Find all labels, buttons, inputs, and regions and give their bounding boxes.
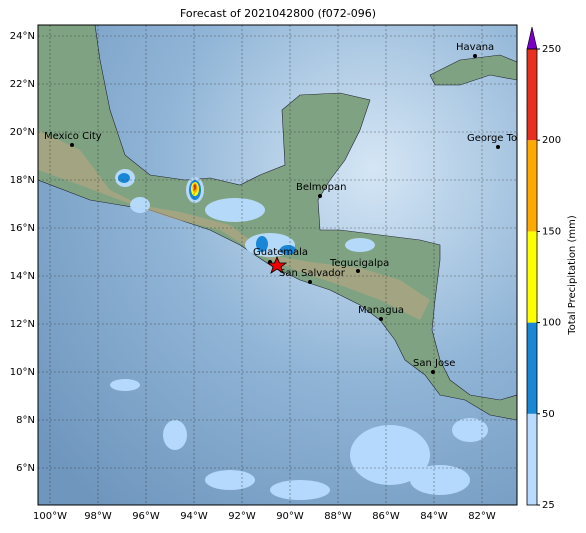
lon-tick-label: 84°W [420, 511, 448, 522]
colorbar-bin [527, 322, 537, 414]
lat-tick-label: 18°N [10, 175, 35, 186]
city-label: Tegucigalpa [329, 258, 389, 269]
colorbar-tick-label: 200 [542, 135, 561, 146]
colorbar-bin [527, 140, 537, 232]
colorbar-extend [526, 26, 538, 50]
colorbar-tick-label: 150 [542, 226, 561, 237]
lat-tick-label: 8°N [16, 415, 35, 426]
city-dot [496, 145, 500, 149]
colorbar-frame [526, 48, 538, 506]
colorbar-label: Total Precipitation (mm) [567, 215, 578, 336]
lon-tick-label: 96°W [132, 511, 160, 522]
city-dot [431, 370, 435, 374]
city-label: San Jose [413, 358, 455, 369]
colorbar-tick-label: 50 [542, 409, 555, 420]
lat-tick-label: 12°N [10, 319, 35, 330]
lat-tick-label: 22°N [10, 79, 35, 90]
lon-tick-label: 94°W [180, 511, 208, 522]
colorbar-bin [527, 231, 537, 323]
city-label: Guatemala [253, 247, 308, 258]
lon-tick-label: 82°W [468, 511, 496, 522]
lat-tick-label: 6°N [16, 463, 35, 474]
map-frame [37, 24, 518, 506]
lon-tick-label: 98°W [84, 511, 112, 522]
city-label: Havana [456, 42, 494, 53]
map-area: Mexico City Havana George Town Belmopan Guat… [38, 25, 532, 505]
map-title: Forecast of 2021042800 (f072-096) [180, 7, 376, 20]
city-dot [70, 143, 74, 147]
lon-tick-label: 92°W [228, 511, 256, 522]
city-label: Mexico City [44, 131, 102, 142]
city-dot [379, 317, 383, 321]
city-label: Managua [358, 305, 404, 316]
lon-tick-label: 86°W [372, 511, 400, 522]
lat-tick-label: 14°N [10, 271, 35, 282]
lon-tick-label: 88°W [324, 511, 352, 522]
lat-tick-label: 16°N [10, 223, 35, 234]
lat-tick-label: 24°N [10, 31, 35, 42]
colorbar-tick-label: 25 [542, 500, 555, 511]
city-label: Belmopan [296, 182, 346, 193]
city-dot [473, 54, 477, 58]
colorbar-bin [527, 413, 537, 505]
colorbar-tick-label: 100 [542, 318, 561, 329]
lon-tick-label: 90°W [276, 511, 304, 522]
city-dot [356, 269, 360, 273]
lat-tick-label: 10°N [10, 367, 35, 378]
lon-tick-label: 100°W [33, 511, 67, 522]
lat-tick-label: 20°N [10, 127, 35, 138]
city-label: San Salvador [279, 268, 346, 279]
location-star [266, 255, 288, 274]
city-dot [308, 280, 312, 284]
city-dot [318, 194, 322, 198]
colorbar-bin [527, 49, 537, 141]
city-label: George Town [467, 133, 532, 144]
colorbar-tick-label: 250 [542, 44, 561, 55]
